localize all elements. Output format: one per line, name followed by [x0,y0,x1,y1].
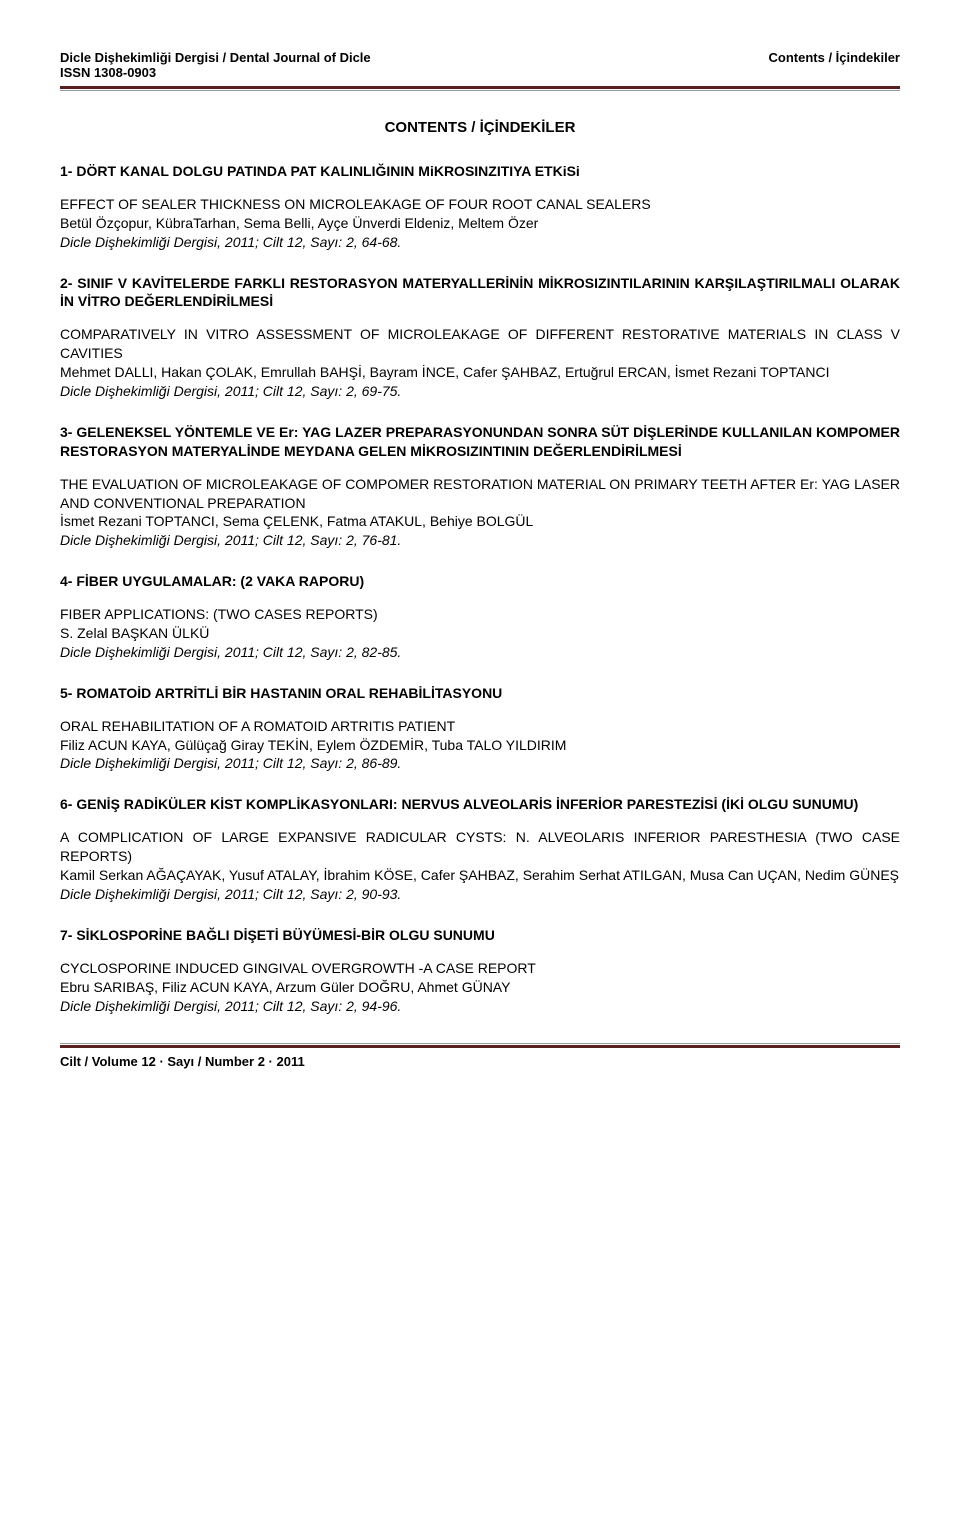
toc-entry: 2- SINIF V KAVİTELERDE FARKLI RESTORASYO… [60,274,900,401]
entry-citation: Dicle Dişhekimliği Dergisi, 2011; Cilt 1… [60,233,900,252]
page-header: Dicle Dişhekimliği Dergisi / Dental Jour… [60,50,900,80]
entry-authors: Filiz ACUN KAYA, Gülüçağ Giray TEKİN, Ey… [60,736,900,755]
entry-title-tr: 5- ROMATOİD ARTRİTLİ BİR HASTANIN ORAL R… [60,684,900,703]
entry-title-en: CYCLOSPORINE INDUCED GINGIVAL OVERGROWTH… [60,959,900,978]
issn: ISSN 1308-0903 [60,65,371,80]
toc-entry: 5- ROMATOİD ARTRİTLİ BİR HASTANIN ORAL R… [60,684,900,774]
entry-title-en: EFFECT OF SEALER THICKNESS ON MICROLEAKA… [60,195,900,214]
entry-title-en: COMPARATIVELY IN VITRO ASSESSMENT OF MIC… [60,325,900,363]
entry-citation: Dicle Dişhekimliği Dergisi, 2011; Cilt 1… [60,997,900,1016]
toc-entry: 3- GELENEKSEL YÖNTEMLE VE Er: YAG LAZER … [60,423,900,550]
toc-entry: 4- FİBER UYGULAMALAR: (2 VAKA RAPORU) FI… [60,572,900,662]
entry-title-en: FIBER APPLICATIONS: (TWO CASES REPORTS) [60,605,900,624]
entry-title-tr: 4- FİBER UYGULAMALAR: (2 VAKA RAPORU) [60,572,900,591]
entry-citation: Dicle Dişhekimliği Dergisi, 2011; Cilt 1… [60,754,900,773]
footer-rule-light [60,1043,900,1044]
toc-entry: 1- DÖRT KANAL DOLGU PATINDA PAT KALINLIĞ… [60,162,900,252]
entry-title-tr: 1- DÖRT KANAL DOLGU PATINDA PAT KALINLIĞ… [60,162,900,181]
contents-title: CONTENTS / İÇİNDEKİLER [60,119,900,136]
entry-title-en: ORAL REHABILITATION OF A ROMATOID ARTRIT… [60,717,900,736]
header-right: Contents / İçindekiler [769,50,900,80]
header-left: Dicle Dişhekimliği Dergisi / Dental Jour… [60,50,371,80]
entry-title-tr: 6- GENİŞ RADİKÜLER KİST KOMPLİKASYONLARI… [60,795,900,814]
entry-authors: S. Zelal BAŞKAN ÜLKÜ [60,624,900,643]
entry-authors: Mehmet DALLI, Hakan ÇOLAK, Emrullah BAHŞ… [60,363,900,382]
entry-title-en: A COMPLICATION OF LARGE EXPANSIVE RADICU… [60,828,900,866]
toc-entry: 7- SİKLOSPORİNE BAĞLI DİŞETİ BÜYÜMESİ-Bİ… [60,926,900,1016]
entry-title-en: THE EVALUATION OF MICROLEAKAGE OF COMPOM… [60,475,900,513]
entry-authors: İsmet Rezani TOPTANCI, Sema ÇELENK, Fatm… [60,512,900,531]
header-rule-light [60,90,900,91]
footer-rule-dark [60,1045,900,1048]
entry-authors: Kamil Serkan AĞAÇAYAK, Yusuf ATALAY, İbr… [60,866,900,885]
entry-citation: Dicle Dişhekimliği Dergisi, 2011; Cilt 1… [60,382,900,401]
page-container: Dicle Dişhekimliği Dergisi / Dental Jour… [0,0,960,1099]
entry-authors: Betül Özçopur, KübraTarhan, Sema Belli, … [60,214,900,233]
entry-title-tr: 3- GELENEKSEL YÖNTEMLE VE Er: YAG LAZER … [60,423,900,461]
entry-authors: Ebru SARIBAŞ, Filiz ACUN KAYA, Arzum Gül… [60,978,900,997]
entry-citation: Dicle Dişhekimliği Dergisi, 2011; Cilt 1… [60,643,900,662]
entry-title-tr: 2- SINIF V KAVİTELERDE FARKLI RESTORASYO… [60,274,900,312]
journal-name: Dicle Dişhekimliği Dergisi / Dental Jour… [60,50,371,65]
entry-citation: Dicle Dişhekimliği Dergisi, 2011; Cilt 1… [60,531,900,550]
entry-citation: Dicle Dişhekimliği Dergisi, 2011; Cilt 1… [60,885,900,904]
toc-entry: 6- GENİŞ RADİKÜLER KİST KOMPLİKASYONLARI… [60,795,900,903]
header-rule-dark [60,86,900,89]
contents-label: Contents / İçindekiler [769,50,900,65]
entry-title-tr: 7- SİKLOSPORİNE BAĞLI DİŞETİ BÜYÜMESİ-Bİ… [60,926,900,945]
footer-text: Cilt / Volume 12 · Sayı / Number 2 · 201… [60,1054,900,1069]
